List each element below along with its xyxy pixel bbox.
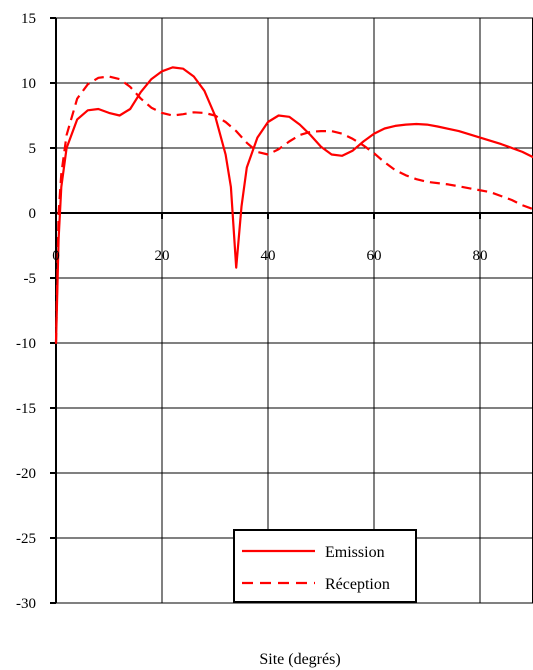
legend-box — [233, 529, 417, 603]
x-tick-label: 0 — [52, 248, 60, 264]
y-tick-label: -25 — [16, 531, 36, 547]
legend-label-emission: Emission — [325, 544, 385, 561]
y-tick-label: -10 — [16, 336, 36, 352]
grid — [56, 17, 533, 604]
axes — [50, 17, 533, 604]
y-tick-label: -20 — [16, 466, 36, 482]
y-tick-label: 0 — [29, 206, 37, 222]
legend-label-reception: Réception — [325, 576, 390, 593]
x-axis-title: Site (degrés) — [259, 651, 340, 668]
y-tick-label: 5 — [29, 141, 37, 157]
y-tick-label: 15 — [21, 11, 36, 27]
series-layer — [54, 66, 533, 345]
series-line-reception — [54, 75, 533, 344]
tick-labels: 15 10 5 0 -5 -10 -15 -20 -25 -30 0 20 40 60 80 — [16, 11, 488, 612]
y-tick-label: -15 — [16, 401, 36, 417]
x-tick-label: 60 — [367, 248, 382, 264]
x-tick-label: 80 — [473, 248, 488, 264]
legend: Emission Réception — [233, 529, 417, 603]
y-tick-label: -5 — [24, 271, 37, 287]
y-tick-label: -30 — [16, 596, 36, 612]
series-line-emission — [54, 66, 533, 345]
x-tick-label: 40 — [261, 248, 276, 264]
x-tick-label: 20 — [155, 248, 170, 264]
y-tick-label: 10 — [21, 76, 36, 92]
